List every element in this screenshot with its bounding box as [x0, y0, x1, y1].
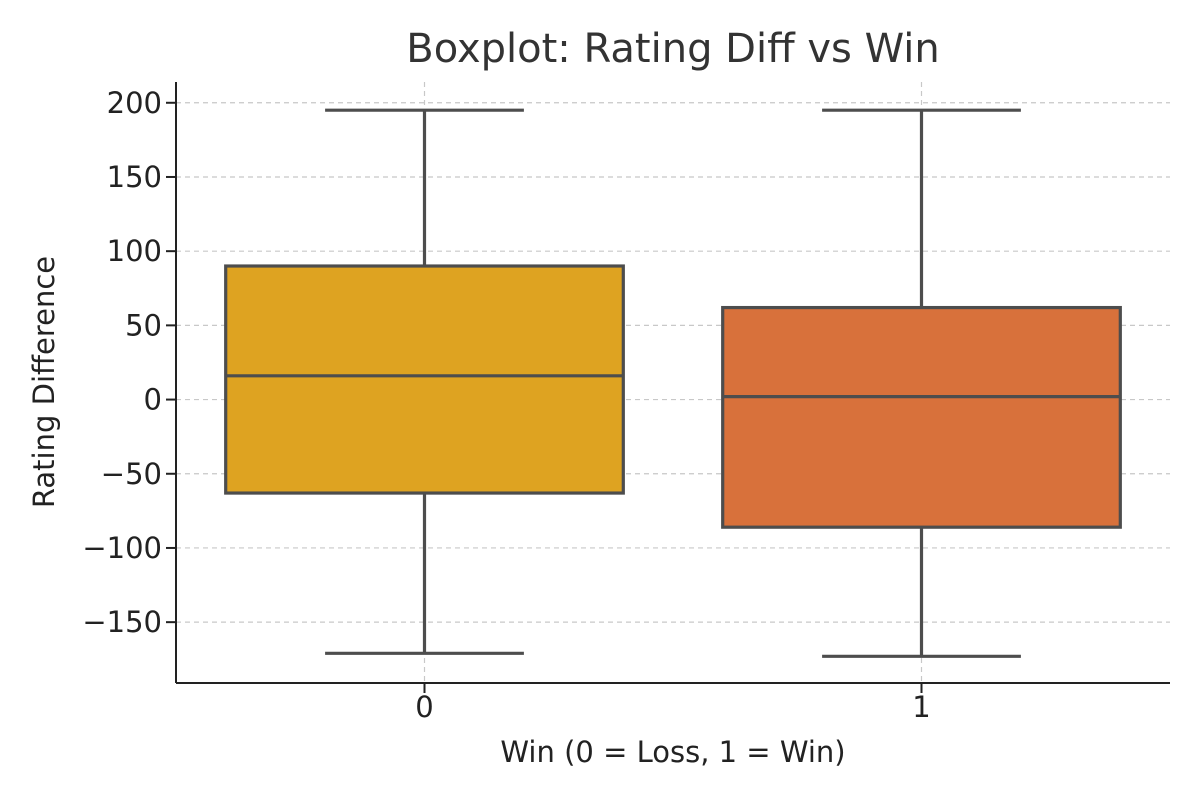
ticks: −150 −100 −50 0 50 100 150 200 0 1 [82, 86, 930, 724]
y-tick-label: 0 [144, 383, 162, 417]
iqr-box [224, 264, 625, 495]
box-0 [224, 108, 625, 655]
y-axis-label: Rating Difference [27, 256, 61, 508]
y-tick-label: −100 [82, 531, 162, 565]
x-tick-label: 0 [415, 690, 433, 724]
y-tick-label: −150 [82, 605, 162, 639]
chart-title: Boxplot: Rating Diff vs Win [406, 26, 939, 72]
box-1 [721, 108, 1122, 658]
x-axis-label: Win (0 = Loss, 1 = Win) [500, 735, 845, 769]
y-tick-label: 150 [107, 160, 162, 194]
y-tick-label: 100 [107, 234, 162, 268]
y-tick-label: 50 [125, 308, 162, 342]
x-tick-label: 1 [912, 690, 930, 724]
iqr-box [721, 305, 1122, 529]
y-tick-label: −50 [101, 457, 162, 491]
y-tick-label: 200 [107, 86, 162, 120]
axes [175, 82, 1170, 684]
boxes [224, 108, 1122, 658]
